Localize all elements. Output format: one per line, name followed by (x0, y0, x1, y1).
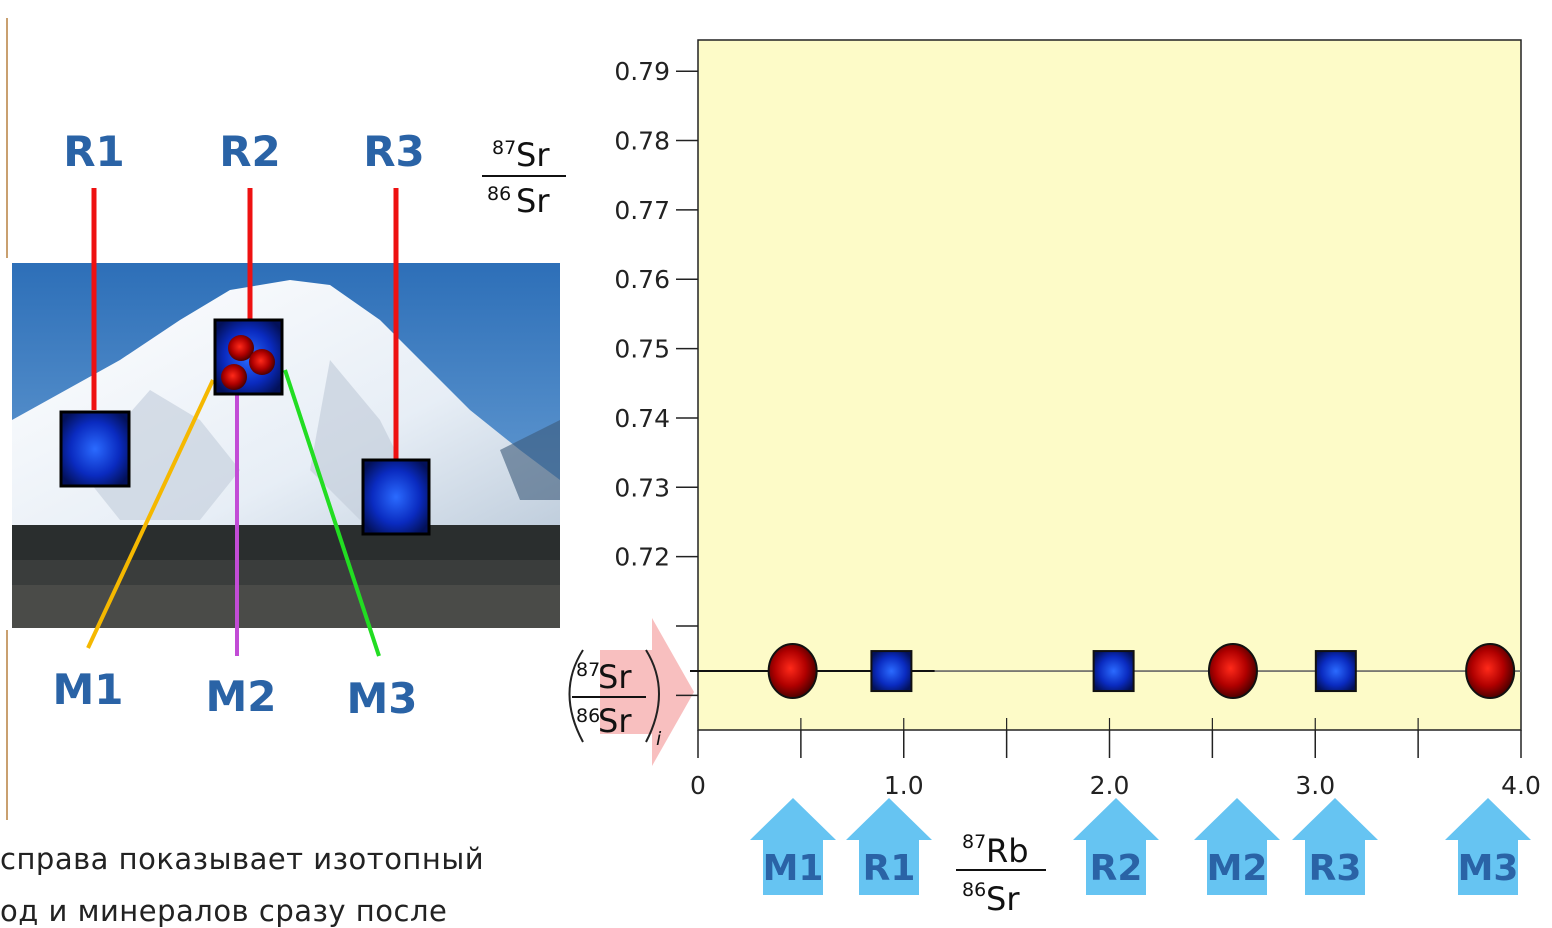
svg-text:Rb: Rb (986, 832, 1029, 870)
y-tick-label: 0.72 (614, 543, 670, 572)
mineral-point-m3 (1465, 643, 1516, 700)
caption-line-1: справа показывает изотопный (0, 842, 485, 876)
label-m3: M3 (346, 674, 417, 723)
svg-text:Sr: Sr (516, 182, 550, 220)
plot-area (697, 39, 1522, 731)
y-tick-label: 0.77 (614, 196, 670, 225)
arrow-m1 (750, 798, 836, 895)
arrow-label-m1: M1 (763, 848, 824, 889)
label-m2: M2 (205, 672, 276, 721)
data-points (767, 643, 1516, 700)
rock-point-r1 (870, 650, 913, 693)
arrow-r3 (1292, 798, 1378, 895)
sample-arrows: M1 R1 R2 M2 R3 M3 (750, 798, 1531, 895)
arrow-m3 (1445, 798, 1531, 895)
x-tick-label: 4.0 (1501, 771, 1541, 800)
arrow-m2 (1194, 798, 1280, 895)
arrow-label-r3: R3 (1309, 848, 1362, 889)
x-axis: 0 1.0 2.0 3.0 4.0 (690, 718, 1541, 800)
arrow-label-m3: M3 (1458, 848, 1519, 889)
x-axis-label: 87 Rb 86 Sr (956, 831, 1046, 918)
y-tick-label: 0.74 (614, 404, 670, 433)
svg-text:87: 87 (962, 831, 986, 853)
mineral-point-m2 (1207, 643, 1258, 700)
x-tick-label: 1.0 (884, 771, 924, 800)
svg-text:Sr: Sr (516, 136, 550, 174)
svg-text:86: 86 (576, 705, 600, 727)
label-r1: R1 (63, 127, 125, 176)
caption-line-2: од и минералов сразу после (0, 894, 448, 928)
x-tick-label: 0 (690, 771, 706, 800)
rock-sample-r3 (361, 458, 431, 536)
svg-text:86: 86 (487, 183, 511, 205)
rock-sample-r2 (213, 318, 284, 396)
initial-ratio-label: 87 Sr 86 Sr i (568, 649, 662, 750)
mineral-point-m1 (767, 643, 818, 700)
arrow-label-r2: R2 (1090, 848, 1143, 889)
svg-text:86: 86 (962, 879, 986, 901)
label-r3: R3 (363, 127, 425, 176)
rock-sample-r1 (59, 410, 131, 488)
rock-point-r3 (1314, 650, 1357, 693)
arrow-r1 (846, 798, 932, 895)
initial-ratio-arrow (600, 618, 694, 766)
m3-connector (283, 369, 381, 657)
svg-text:87: 87 (576, 659, 600, 681)
svg-text:87: 87 (492, 137, 516, 159)
x-tick-label: 2.0 (1090, 771, 1130, 800)
label-m1: M1 (52, 665, 123, 714)
x-tick-label: 3.0 (1295, 771, 1335, 800)
y-tick-label: 0.79 (614, 57, 670, 86)
svg-text:i: i (656, 728, 662, 750)
y-tick-label: 0.78 (614, 127, 670, 156)
svg-text:Sr: Sr (986, 880, 1020, 918)
arrow-label-m2: M2 (1207, 848, 1268, 889)
y-tick-label: 0.73 (614, 473, 670, 502)
m1-connector (86, 379, 215, 649)
y-tick-label: 0.76 (614, 265, 670, 294)
svg-text:Sr: Sr (598, 702, 632, 740)
svg-text:Sr: Sr (598, 658, 632, 696)
y-tick-label: 0.75 (614, 335, 670, 364)
rock-point-r2 (1092, 650, 1135, 693)
y-axis-label: 87 Sr 86 Sr (482, 136, 566, 220)
arrow-r2 (1073, 798, 1159, 895)
y-axis: 0.72 0.73 0.74 0.75 0.76 0.77 0.78 0.79 (614, 57, 698, 697)
arrow-label-r1: R1 (863, 848, 916, 889)
label-r2: R2 (219, 127, 281, 176)
